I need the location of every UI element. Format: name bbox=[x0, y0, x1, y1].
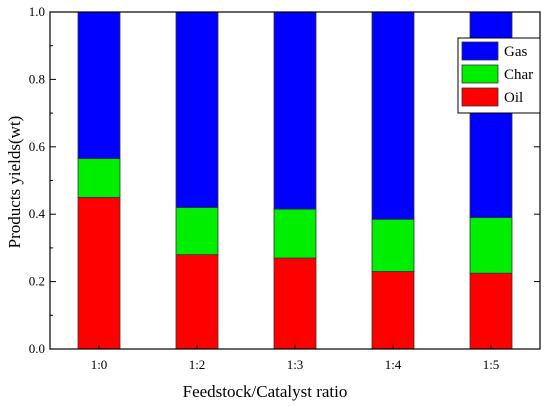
y-axis-ticks: 0.0 0.2 0.4 0.6 0.8 1.0 bbox=[29, 4, 540, 356]
y-tick-label-0: 0.0 bbox=[29, 341, 45, 356]
bar-oil-4 bbox=[469, 272, 513, 350]
legend-label-oil: Oil bbox=[504, 90, 523, 106]
bar-gas-0 bbox=[77, 11, 121, 159]
bar-oil-0 bbox=[77, 196, 121, 350]
y-tick-label-2: 0.4 bbox=[29, 206, 46, 221]
bar-oil-2 bbox=[273, 257, 317, 350]
x-tick-label-4: 1:5 bbox=[483, 357, 500, 372]
x-tick-label-2: 1:3 bbox=[287, 357, 304, 372]
bar-char-0 bbox=[77, 158, 121, 198]
y-axis-title: Products yields(wt) bbox=[5, 116, 24, 249]
x-axis-title: Feedstock/Catalyst ratio bbox=[183, 382, 348, 401]
bar-gas-3 bbox=[371, 11, 415, 220]
bar-oil-1 bbox=[175, 254, 219, 350]
legend-swatch-char bbox=[461, 64, 499, 84]
bar-char-3 bbox=[371, 218, 415, 272]
x-tick-label-3: 1:4 bbox=[385, 357, 402, 372]
legend-swatch-oil bbox=[461, 87, 499, 107]
legend-label-char: Char bbox=[504, 67, 533, 83]
legend-label-gas: Gas bbox=[504, 44, 527, 60]
bar-char-2 bbox=[273, 208, 317, 259]
y-tick-label-4: 0.8 bbox=[29, 71, 45, 86]
y-tick-label-5: 1.0 bbox=[29, 4, 45, 19]
y-tick-label-3: 0.6 bbox=[29, 139, 46, 154]
bar-char-1 bbox=[175, 207, 219, 256]
bars-group bbox=[77, 11, 513, 350]
bar-gas-1 bbox=[175, 11, 219, 208]
x-tick-label-1: 1:2 bbox=[189, 357, 206, 372]
x-axis-ticks: 1:0 1:2 1:3 1:4 1:5 bbox=[91, 344, 500, 372]
x-tick-label-0: 1:0 bbox=[91, 357, 108, 372]
bar-oil-3 bbox=[371, 271, 415, 350]
bar-char-4 bbox=[469, 217, 513, 274]
bar-gas-2 bbox=[273, 11, 317, 210]
y-tick-label-1: 0.2 bbox=[29, 274, 45, 289]
legend-swatch-gas bbox=[461, 41, 499, 61]
legend: Gas Char Oil bbox=[457, 37, 541, 114]
